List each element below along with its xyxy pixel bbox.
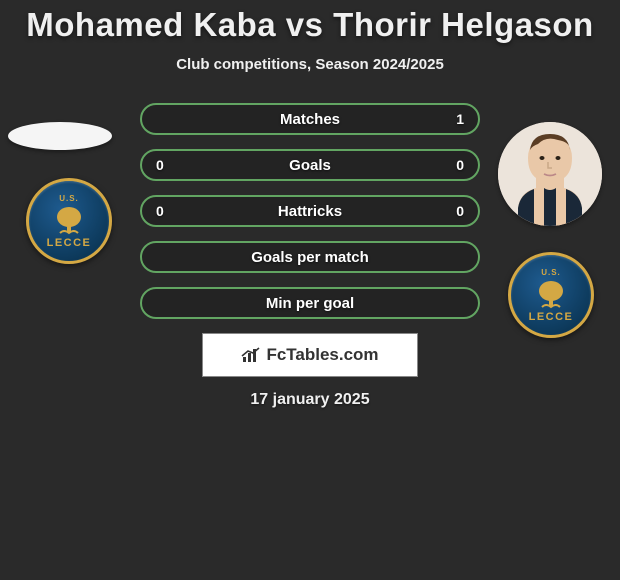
club-right-name: LECCE — [529, 311, 574, 323]
stat-right-value: 0 — [456, 203, 464, 219]
stat-label: Goals per match — [251, 249, 369, 266]
stat-right-value: 1 — [456, 111, 464, 127]
stat-label: Min per goal — [266, 295, 354, 312]
stat-right-value: 0 — [456, 157, 464, 173]
footer-date: 17 january 2025 — [0, 391, 620, 409]
stats-table: Matches 1 0 Goals 0 0 Hattricks 0 Goals … — [140, 103, 480, 319]
club-badge-left: U.S. LECCE — [20, 172, 118, 270]
tree-icon — [534, 279, 568, 309]
club-crest-icon: U.S. LECCE — [508, 252, 594, 338]
stat-label: Hattricks — [278, 203, 342, 220]
tree-icon — [52, 205, 86, 235]
club-left-top: U.S. — [59, 194, 79, 203]
player-portrait-icon — [498, 122, 602, 226]
club-right-top: U.S. — [541, 268, 561, 277]
stat-row: Matches 1 — [140, 103, 480, 135]
brand-logo[interactable]: FcTables.com — [202, 333, 418, 377]
stat-left-value: 0 — [156, 157, 164, 173]
bar-chart-icon — [241, 347, 261, 363]
page-title: Mohamed Kaba vs Thorir Helgason — [0, 6, 620, 44]
player-right-avatar — [498, 122, 602, 226]
club-left-name: LECCE — [47, 237, 92, 249]
brand-text: FcTables.com — [266, 345, 378, 365]
page-subtitle: Club competitions, Season 2024/2025 — [0, 56, 620, 73]
player-left-avatar — [8, 122, 112, 150]
club-badge-right: U.S. LECCE — [502, 246, 600, 344]
stat-row: Min per goal — [140, 287, 480, 319]
stat-row: 0 Goals 0 — [140, 149, 480, 181]
stat-row: Goals per match — [140, 241, 480, 273]
club-crest-icon: U.S. LECCE — [26, 178, 112, 264]
brand-label: FcTables.com — [241, 345, 378, 365]
stat-row: 0 Hattricks 0 — [140, 195, 480, 227]
comparison-card: Mohamed Kaba vs Thorir Helgason Club com… — [0, 0, 620, 580]
stat-label: Matches — [280, 111, 340, 128]
stat-left-value: 0 — [156, 203, 164, 219]
stat-label: Goals — [289, 157, 331, 174]
